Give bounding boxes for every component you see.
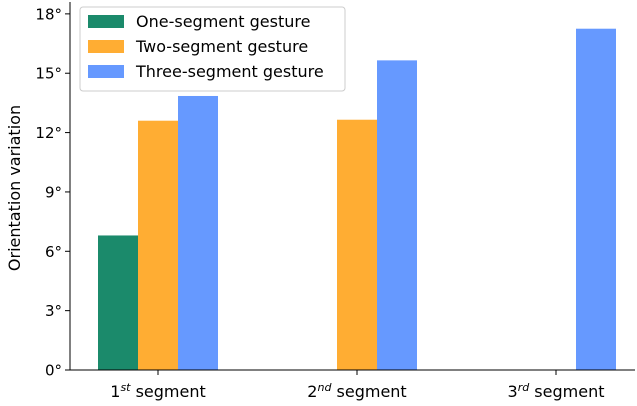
bars-layer	[98, 28, 616, 371]
legend-swatch-1	[88, 15, 124, 28]
legend-label-2: Two-segment gesture	[135, 37, 308, 56]
y-tick-label: 15°	[35, 65, 62, 83]
legend: One-segment gesture Two-segment gesture Th…	[79, 6, 346, 92]
bar-1-1	[98, 235, 138, 370]
y-tick-label: 0°	[45, 362, 62, 380]
y-tick-label: 3°	[45, 302, 62, 320]
legend-label-3: Three-segment gesture	[135, 62, 324, 81]
y-tick-label: 18°	[35, 5, 62, 23]
bar-3-2	[377, 60, 417, 370]
legend-swatch-2	[88, 40, 124, 53]
legend-box	[79, 6, 346, 92]
y-tick-label: 12°	[35, 124, 62, 142]
y-tick-label: 9°	[45, 183, 62, 201]
y-axis-label: Orientation variation	[5, 105, 24, 271]
bar-3-3	[576, 28, 616, 370]
x-tick-label: 3rd segment	[508, 381, 605, 401]
bar-2-2	[337, 119, 377, 370]
axes-layer: 0° 3° 6° 9° 12° 15° 18° 1st segment 2nd segment 3…	[35, 2, 635, 401]
x-tick-label: 2nd segment	[307, 381, 406, 401]
x-tick-label: 1st segment	[110, 381, 206, 401]
y-tick-label: 6°	[45, 243, 62, 261]
bar-2-1	[138, 120, 178, 370]
legend-label-1: One-segment gesture	[136, 12, 310, 31]
legend-swatch-3	[88, 65, 124, 78]
bar-3-1	[178, 95, 218, 371]
